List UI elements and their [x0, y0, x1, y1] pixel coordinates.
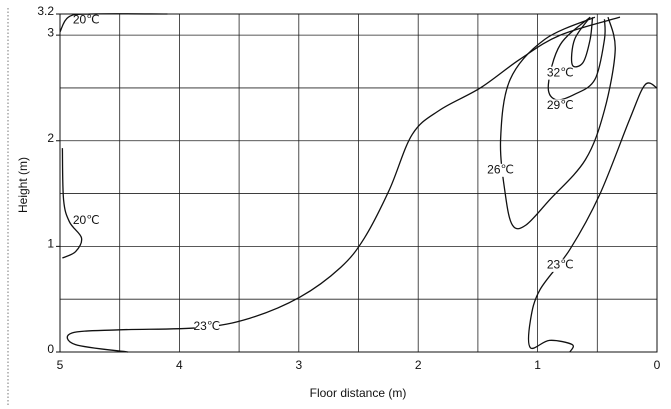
- y-tick-label: 3: [47, 25, 54, 39]
- isotherm-line: [527, 82, 658, 353]
- x-tick-label: 3: [295, 358, 302, 372]
- y-axis-label: Height (m): [16, 157, 30, 213]
- x-tick-label: 4: [176, 358, 183, 372]
- x-tick-label: 5: [57, 358, 64, 372]
- x-tick-label: 1: [534, 358, 541, 372]
- isotherm-line: [66, 16, 621, 353]
- isotherm-line: [61, 148, 83, 259]
- isotherm-label: 20℃: [73, 13, 100, 27]
- isotherm-label: 29℃: [547, 98, 574, 112]
- annotation-bg: [194, 320, 219, 334]
- y-tick-label: 3.2: [37, 4, 54, 18]
- isotherm-label: 26℃: [487, 162, 514, 176]
- isotherm-label: 23℃: [193, 319, 220, 333]
- y-tick-label: 2: [47, 131, 54, 145]
- annotation-bg: [77, 15, 96, 26]
- annotation-bg: [488, 163, 513, 177]
- isotherm-label: 23℃: [547, 258, 574, 272]
- annotation-bg: [74, 214, 99, 228]
- x-tick-label: 2: [415, 358, 422, 372]
- isotherm-line: [499, 16, 616, 230]
- x-axis-label: Floor distance (m): [310, 386, 407, 400]
- plot-frame: [59, 13, 658, 353]
- x-tick-label: 0: [654, 358, 661, 372]
- isotherm-line: [570, 16, 594, 68]
- isotherm-label: 20℃: [73, 213, 100, 227]
- annotation-bg: [548, 66, 573, 80]
- y-tick-label: 0: [47, 342, 54, 356]
- isotherm-line: [59, 13, 168, 33]
- isotherm-label: 32℃: [547, 65, 574, 79]
- y-tick-label: 1: [47, 237, 54, 251]
- annotation-bg: [548, 258, 573, 272]
- isotherm-line: [547, 16, 606, 101]
- annotation-bg: [548, 99, 573, 113]
